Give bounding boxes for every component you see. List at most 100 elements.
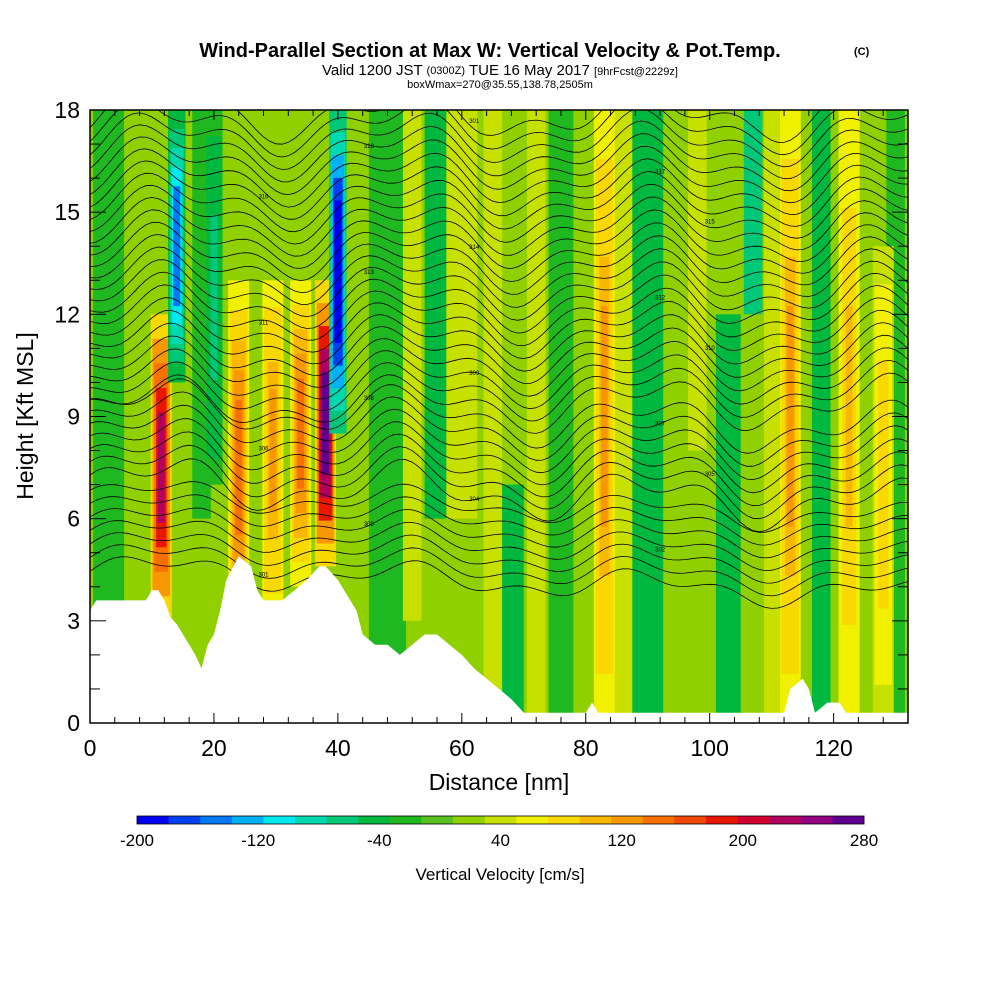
colorbar-swatch <box>200 816 233 824</box>
theta-contour <box>90 391 908 467</box>
x-tick-label: 120 <box>814 735 852 761</box>
theta-contour <box>90 133 908 196</box>
terrain-mask <box>90 556 908 723</box>
colorbar-label: Vertical Velocity [cm/s] <box>415 865 584 884</box>
theta-contour <box>90 120 908 183</box>
contour-label: 315 <box>705 220 716 226</box>
contour-label: 306 <box>259 447 270 453</box>
colorbar-tick-label: 200 <box>729 831 757 850</box>
subtitle-forecast: [9hrFcst@2229z] <box>594 66 678 78</box>
y-tick-label: 9 <box>67 404 80 430</box>
colorbar-swatch <box>295 816 327 824</box>
subtitle-date: TUE 16 May 2017 <box>469 62 590 79</box>
colorbar-swatch <box>231 816 264 824</box>
x-tick-label: 20 <box>201 735 227 761</box>
colorbar-swatch <box>611 816 644 824</box>
updraft-core <box>845 306 853 527</box>
colorbar: -200 -120 -40 40 120 200 280 <box>120 815 878 850</box>
updraft-region <box>402 110 422 621</box>
theta-contour <box>90 110 908 158</box>
colorbar-swatch <box>579 816 612 824</box>
y-tick-label: 12 <box>54 301 80 327</box>
theta-contour <box>90 532 908 584</box>
contour-label: 305 <box>705 472 716 478</box>
contour-label: 317 <box>655 169 666 175</box>
x-tick-label: 80 <box>573 735 599 761</box>
contour-label: 304 <box>469 497 480 503</box>
x-tick-label: 40 <box>325 735 351 761</box>
updraft-core <box>879 398 887 571</box>
theta-contour <box>90 171 908 233</box>
colorbar-swatch <box>800 816 833 824</box>
colorbar-swatch <box>326 816 359 824</box>
colorbar-swatch <box>705 816 738 824</box>
chart-subtitle: Valid 1200 JST (0300Z) TUE 16 May 2017 [… <box>322 61 678 79</box>
updraft-core <box>786 306 794 527</box>
downdraft-region <box>715 314 741 723</box>
theta-contour <box>90 458 908 533</box>
contour-label: 301 <box>469 119 480 125</box>
contour-label: 311 <box>259 321 269 327</box>
x-tick-label: 100 <box>691 735 729 761</box>
y-tick-label: 0 <box>67 710 80 736</box>
colorbar-swatch <box>263 816 296 824</box>
updraft-core <box>157 412 165 523</box>
x-tick-label: 0 <box>84 735 97 761</box>
updraft-core <box>297 378 305 489</box>
theta-contour <box>90 359 908 422</box>
theta-contour <box>90 158 908 220</box>
colorbar-swatch <box>168 816 201 824</box>
theta-contour <box>90 444 908 520</box>
contour-label: 316 <box>259 195 270 201</box>
theta-contour <box>90 431 908 507</box>
updraft-core <box>269 389 277 512</box>
updraft-region <box>526 110 546 723</box>
contour-label: 313 <box>364 270 375 276</box>
colorbar-frame <box>136 815 865 825</box>
colorbar-swatch <box>453 816 485 824</box>
contour-label: 308 <box>364 396 375 402</box>
y-tick-label: 15 <box>54 199 80 225</box>
theta-contour <box>90 372 908 434</box>
plot-field: 301 302 303 304 305 306 307 308 309 310 311 312 313 3… <box>90 110 908 723</box>
contour-label: 307 <box>655 421 666 427</box>
contour-label: 310 <box>705 346 716 352</box>
theta-contour <box>90 297 908 360</box>
downdraft-region <box>743 110 763 315</box>
colorbar-swatch <box>737 816 770 824</box>
theta-contour <box>90 347 908 410</box>
colorbar-tick-label: -120 <box>241 831 275 850</box>
theta-contour <box>90 520 908 572</box>
downdraft-region <box>424 110 450 519</box>
updraft-region <box>688 110 707 451</box>
downdraft-core <box>173 186 181 307</box>
theta-contour <box>90 507 908 559</box>
downdraft-region <box>548 110 574 723</box>
y-tick-label: 6 <box>67 506 80 532</box>
contour-label: 301 <box>259 573 270 579</box>
theta-contour <box>90 284 908 347</box>
theta-contour <box>90 196 908 257</box>
theta-contour <box>90 259 908 321</box>
downdraft-region <box>499 484 524 723</box>
updraft-region <box>483 110 503 723</box>
y-tick-label: 3 <box>67 608 80 634</box>
theta-contour <box>90 183 908 245</box>
subtitle-valid: Valid 1200 JST <box>322 62 422 79</box>
colorbar-swatch <box>484 816 517 824</box>
theta-contour <box>90 418 908 494</box>
downdraft-region <box>368 110 407 723</box>
contour-label: 312 <box>655 295 666 301</box>
colorbar-swatch <box>421 816 454 824</box>
x-tick-label: 60 <box>449 735 475 761</box>
theta-contour <box>90 544 908 597</box>
y-axis-label: Height [Kft MSL] <box>12 332 38 499</box>
theta-contour <box>90 334 908 397</box>
theta-contour <box>90 322 908 384</box>
updraft-core <box>600 306 608 527</box>
colorbar-swatch <box>769 816 802 824</box>
contour-label: 309 <box>469 371 480 377</box>
colorbar-swatch <box>832 816 865 824</box>
downdraft-region <box>811 110 831 723</box>
